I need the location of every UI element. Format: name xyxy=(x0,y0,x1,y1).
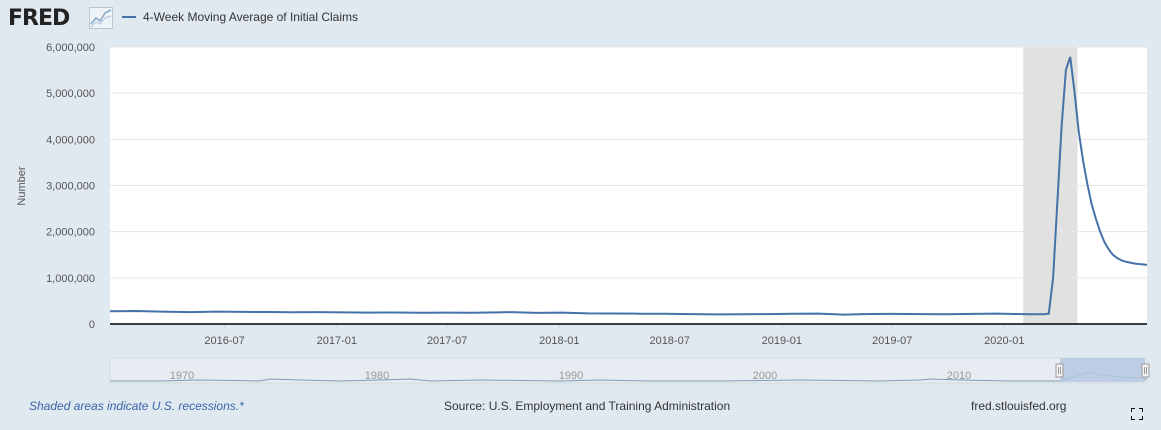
navigator-tick-label: 2000 xyxy=(753,370,777,382)
x-tick-label: 2017-01 xyxy=(317,335,357,347)
navigator-tick-label: 1970 xyxy=(170,370,194,382)
x-tick-label: 2020-01 xyxy=(984,335,1024,347)
fred-logo[interactable]: FRED xyxy=(8,6,70,31)
y-axis-label: Number xyxy=(16,166,28,206)
range-navigator[interactable]: 1970 1980 1990 2000 2010 xyxy=(109,357,1150,384)
y-tick-label: 1,000,000 xyxy=(46,273,95,285)
source-text: Source: U.S. Employment and Training Adm… xyxy=(444,399,731,413)
y-tick-label: 3,000,000 xyxy=(46,181,95,193)
legend-swatch xyxy=(122,16,136,18)
x-tick-label: 2017-07 xyxy=(427,335,467,347)
chart-legend[interactable]: 4-Week Moving Average of Initial Claims xyxy=(122,10,358,24)
navigator-series-line xyxy=(110,371,1148,382)
navigator-tick-label: 2010 xyxy=(947,370,971,382)
y-tick-label: 4,000,000 xyxy=(46,134,95,146)
plot-area xyxy=(110,47,1147,324)
y-tick-label: 6,000,000 xyxy=(46,42,95,54)
legend-series-label: 4-Week Moving Average of Initial Claims xyxy=(143,10,358,24)
navigator-tick-label: 1990 xyxy=(559,370,583,382)
navigator-right-handle[interactable] xyxy=(1141,363,1150,378)
navigator-selection[interactable] xyxy=(1060,358,1145,382)
navigator-tick-label: 1980 xyxy=(365,370,389,382)
navigator-track xyxy=(109,357,1148,384)
x-tick-label: 2019-07 xyxy=(872,335,912,347)
x-tick-label: 2018-01 xyxy=(539,335,579,347)
recessions-note-link[interactable]: Shaded areas indicate U.S. recessions.* xyxy=(29,399,244,413)
y-tick-label: 2,000,000 xyxy=(46,227,95,239)
expand-icon[interactable] xyxy=(1131,408,1143,420)
y-tick-label: 5,000,000 xyxy=(46,88,95,100)
navigator-left-handle[interactable] xyxy=(1055,363,1064,378)
x-tick-label: 2016-07 xyxy=(204,335,244,347)
line-chart-icon xyxy=(89,7,113,29)
y-tick-label: 0 xyxy=(89,319,95,331)
x-tick-label: 2019-01 xyxy=(762,335,802,347)
series-line xyxy=(109,56,1148,316)
site-url: fred.stlouisfed.org xyxy=(971,399,1067,413)
x-tick-label: 2018-07 xyxy=(649,335,689,347)
recession-band xyxy=(1023,47,1078,324)
